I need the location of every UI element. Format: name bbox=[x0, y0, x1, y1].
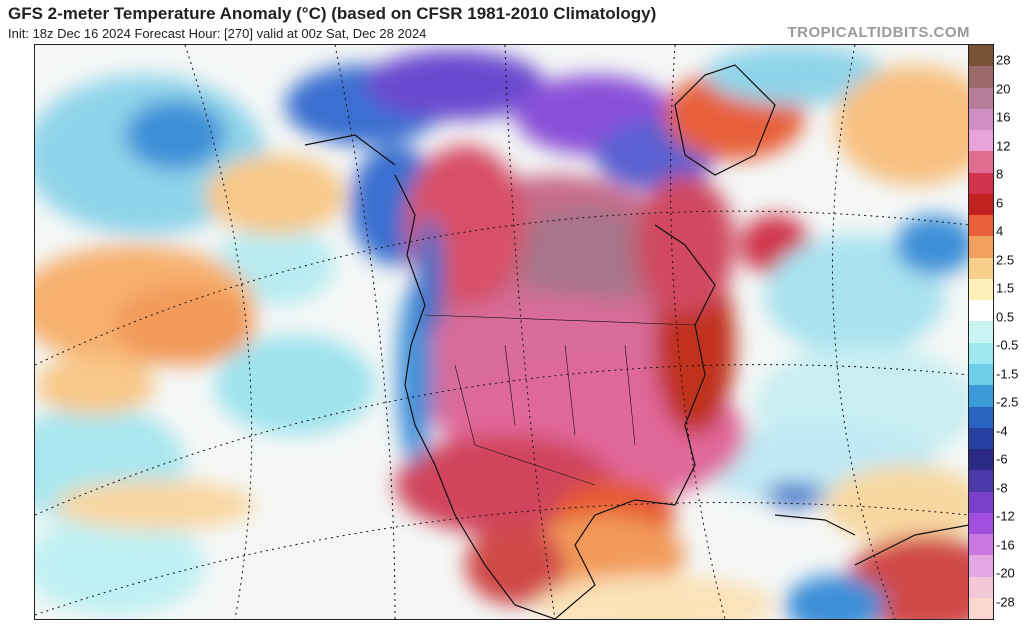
colorbar-label: -28 bbox=[996, 594, 1015, 610]
colorbar-segment bbox=[969, 555, 993, 577]
colorbar-segment bbox=[969, 342, 993, 364]
colorbar-label: 4 bbox=[996, 223, 1004, 239]
colorbar-label: -8 bbox=[996, 480, 1008, 496]
colorbar-segment bbox=[969, 449, 993, 471]
colorbar-segment bbox=[969, 300, 993, 322]
colorbar-label: 1.5 bbox=[996, 280, 1015, 296]
colorbar-segment bbox=[969, 576, 993, 598]
colorbar-segment bbox=[969, 215, 993, 237]
colorbar-segment bbox=[969, 385, 993, 407]
anomaly-map bbox=[34, 44, 970, 620]
colorbar-segment bbox=[969, 193, 993, 216]
colorbar-label: -1.5 bbox=[996, 366, 1019, 382]
map-title: GFS 2-meter Temperature Anomaly (°C) (ba… bbox=[8, 4, 657, 23]
colorbar-segment bbox=[969, 512, 993, 535]
colorbar-label: -6 bbox=[996, 451, 1008, 467]
colorbar-label: -0.5 bbox=[996, 337, 1019, 353]
map-canvas bbox=[35, 45, 969, 619]
colorbar-segment bbox=[969, 172, 993, 194]
colorbar-segment bbox=[969, 87, 993, 109]
colorbar-segment bbox=[969, 597, 993, 620]
colorbar-label: 12 bbox=[996, 138, 1011, 154]
colorbar-segment bbox=[969, 534, 993, 556]
colorbar-segment bbox=[969, 406, 993, 428]
colorbar-segment bbox=[969, 236, 993, 258]
colorbar-label: -12 bbox=[996, 508, 1015, 524]
political-borders bbox=[424, 314, 696, 486]
colorbar-label: -16 bbox=[996, 537, 1015, 553]
coastlines bbox=[304, 64, 969, 619]
colorbar-segment bbox=[969, 108, 993, 131]
colorbar-segment bbox=[969, 491, 993, 513]
map-subtitle: Init: 18z Dec 16 2024 Forecast Hour: [27… bbox=[8, 26, 427, 41]
colorbar-label: 0.5 bbox=[996, 309, 1015, 325]
colorbar-segment bbox=[969, 45, 993, 67]
colorbar-segment bbox=[969, 470, 993, 492]
colorbar-label: 20 bbox=[996, 81, 1011, 97]
colorbar-label: -20 bbox=[996, 565, 1015, 581]
colorbar-label: 16 bbox=[996, 109, 1011, 125]
colorbar-label: 28 bbox=[996, 52, 1011, 68]
colorbar-segment bbox=[969, 278, 993, 301]
colorbar-segment bbox=[969, 130, 993, 152]
colorbar-segment bbox=[969, 66, 993, 88]
graticule bbox=[35, 45, 969, 619]
anomaly-field bbox=[35, 45, 969, 619]
colorbar-labels: 28 20 16 12 8 6 4 2.5 1.5 0.5 -0.5 -1.5 -2.5 -4 -6 -8 -1… bbox=[996, 44, 1024, 618]
colorbar-segment bbox=[969, 321, 993, 343]
colorbar-segment bbox=[969, 151, 993, 173]
colorbar-label: 6 bbox=[996, 195, 1004, 211]
colorbar-segment bbox=[969, 257, 993, 279]
colorbar-label: -4 bbox=[996, 423, 1008, 439]
brand-watermark: TROPICALTIDBITS.COM bbox=[787, 24, 970, 41]
colorbar-label: 2.5 bbox=[996, 252, 1015, 268]
colorbar-label: 8 bbox=[996, 166, 1004, 182]
colorbar-scale bbox=[968, 44, 994, 620]
colorbar-segment bbox=[969, 363, 993, 386]
colorbar-label: -2.5 bbox=[996, 394, 1019, 410]
colorbar-segment bbox=[969, 427, 993, 450]
